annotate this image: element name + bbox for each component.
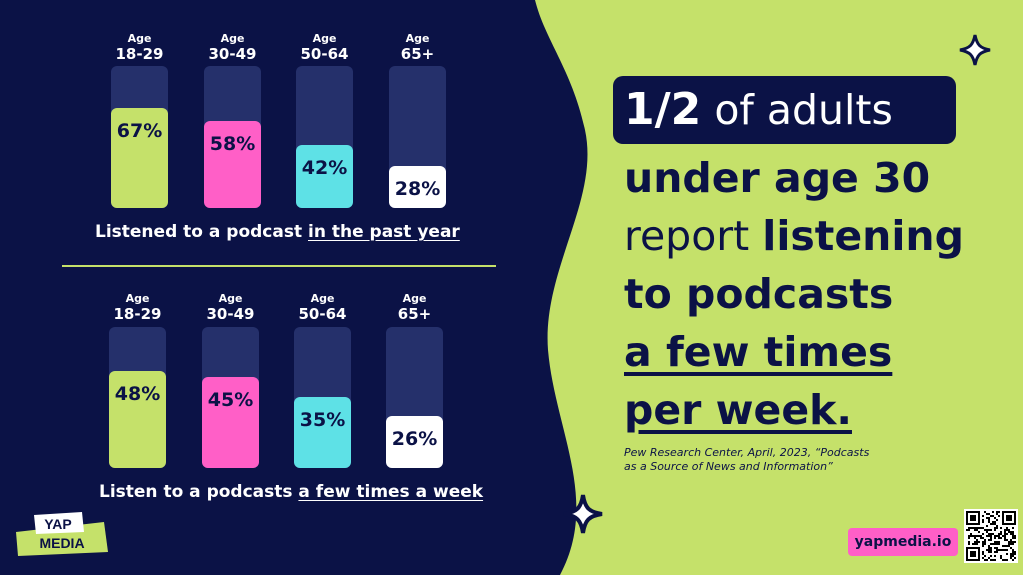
bar-value-label: 58% [209, 133, 256, 155]
source-line-2: as a Source of News and Information” [624, 460, 833, 473]
age-prefix-label: Age [127, 32, 152, 45]
category-label: 65+ [400, 45, 435, 63]
headline-line-3: report listening [624, 212, 964, 260]
bar-value-label: 26% [391, 428, 438, 450]
age-prefix-label: Age [218, 292, 243, 305]
divider [62, 265, 496, 267]
category-label: 50-64 [300, 45, 349, 63]
bar-value-label: 45% [207, 389, 254, 411]
bar [386, 416, 443, 468]
category-label: 18-29 [113, 305, 162, 323]
qr-code-icon[interactable] [964, 509, 1018, 563]
age-prefix-label: Age [310, 292, 335, 305]
source-citation: Pew Research Center, April, 2023, “Podca… [624, 446, 869, 474]
bar [204, 121, 261, 208]
sparkle-icon [959, 34, 991, 66]
headline-line-6: per week. [624, 386, 852, 434]
bar-value-label: 35% [299, 409, 346, 431]
category-label: 30-49 [206, 305, 255, 323]
yap-media-logo: YAP MEDIA [16, 512, 108, 556]
bar [109, 371, 166, 468]
bar [111, 108, 168, 208]
bar-value-label: 67% [116, 120, 163, 142]
age-prefix-label: Age [402, 292, 427, 305]
sparkle-icon [563, 494, 603, 534]
chart-title-few-times-week: Listen to a podcasts a few times a week [99, 482, 484, 502]
bar-value-label: 28% [394, 178, 441, 200]
category-label: 18-29 [115, 45, 164, 63]
age-prefix-label: Age [220, 32, 245, 45]
age-prefix-label: Age [405, 32, 430, 45]
svg-text:MEDIA: MEDIA [39, 535, 84, 551]
age-prefix-label: Age [312, 32, 337, 45]
category-label: 50-64 [298, 305, 347, 323]
bar-value-label: 48% [114, 383, 161, 405]
chart-title-past-year: Listened to a podcast in the past year [95, 222, 460, 242]
headline-line-2: under age 30 [624, 154, 931, 202]
bar [202, 377, 259, 468]
headline-box [613, 76, 956, 144]
category-label: 30-49 [208, 45, 257, 63]
bar [294, 397, 351, 468]
headline-line-4: to podcasts [624, 270, 894, 318]
headline-line-1: 1/2 of adults [624, 84, 893, 135]
category-label: 65+ [397, 305, 432, 323]
bar [389, 166, 446, 208]
bar [296, 145, 353, 208]
age-prefix-label: Age [125, 292, 150, 305]
svg-text:YAP: YAP [44, 516, 72, 532]
headline-line-5: a few times [624, 328, 893, 376]
bar-value-label: 42% [301, 157, 348, 179]
source-line-1: Pew Research Center, April, 2023, “Podca… [624, 446, 870, 459]
website-link[interactable]: yapmedia.io [848, 528, 958, 556]
